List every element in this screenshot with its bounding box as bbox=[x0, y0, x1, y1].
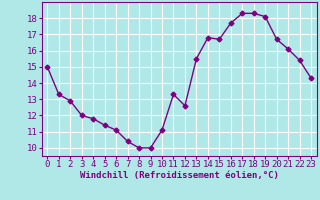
X-axis label: Windchill (Refroidissement éolien,°C): Windchill (Refroidissement éolien,°C) bbox=[80, 171, 279, 180]
